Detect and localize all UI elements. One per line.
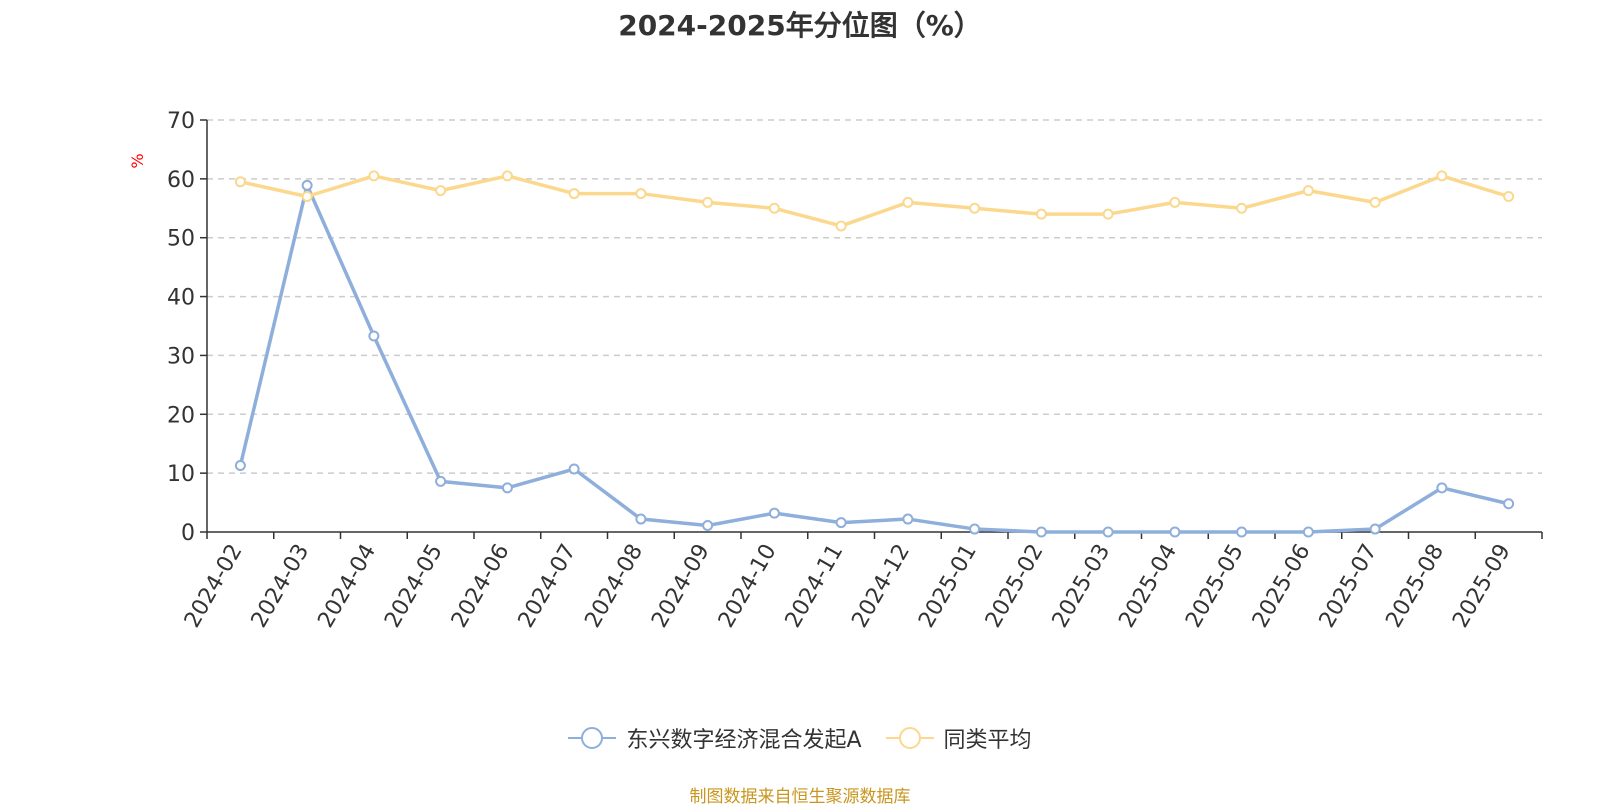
data-point-s0-6	[635, 513, 647, 525]
data-point-s0-14	[1169, 526, 1181, 538]
data-point-s1-4	[501, 170, 513, 182]
x-tick-label-2024-08: 2024-08	[580, 540, 648, 632]
data-point-s1-10	[902, 196, 914, 208]
data-point-s1-13	[1102, 208, 1114, 220]
data-point-s1-7	[702, 196, 714, 208]
data-point-s1-0	[234, 176, 246, 188]
data-point-s1-11	[969, 202, 981, 214]
chart-title: 2024-2025年分位图（%）	[618, 9, 982, 42]
data-point-s1-17	[1369, 196, 1381, 208]
y-tick-label-30: 30	[167, 344, 195, 369]
data-point-s0-11	[969, 523, 981, 535]
data-source-note: 制图数据来自恒生聚源数据库	[689, 787, 911, 807]
x-tick-label-2024-06: 2024-06	[447, 540, 515, 632]
data-point-s1-16	[1302, 185, 1314, 197]
x-tick-label-2024-03: 2024-03	[247, 540, 315, 632]
x-tick-label-2024-04: 2024-04	[313, 540, 381, 632]
y-tick-label-10: 10	[167, 462, 195, 487]
data-point-s0-2	[368, 330, 380, 342]
legend: 东兴数字经济混合发起A 同类平均	[0, 722, 1600, 754]
x-tick-label-2025-08: 2025-08	[1381, 540, 1449, 632]
x-tick-label-2025-02: 2025-02	[981, 540, 1049, 632]
data-point-s1-5	[568, 188, 580, 200]
data-point-s0-12	[1035, 526, 1047, 538]
data-point-s1-9	[835, 220, 847, 232]
legend-peer-marker-icon	[885, 726, 934, 750]
y-axis-label: %	[128, 153, 147, 168]
data-point-s1-3	[435, 185, 447, 197]
x-tick-label-2025-06: 2025-06	[1248, 540, 1316, 632]
x-tick-label-2024-11: 2024-11	[781, 540, 849, 632]
x-tick-label-2024-05: 2024-05	[380, 540, 448, 632]
data-point-s1-18	[1436, 170, 1448, 182]
data-point-s1-12	[1035, 208, 1047, 220]
legend-label-peer-average: 同类平均	[943, 728, 1032, 753]
y-tick-label-20: 20	[167, 403, 195, 428]
data-point-s1-8	[768, 202, 780, 214]
legend-item-fund[interactable]: 东兴数字经济混合发起A	[568, 722, 862, 754]
x-tick-label-2025-05: 2025-05	[1181, 540, 1249, 632]
x-tick-label-2025-03: 2025-03	[1048, 540, 1116, 632]
grid-lines	[207, 119, 1542, 474]
x-tick-label-2024-07: 2024-07	[514, 540, 582, 632]
data-point-s0-7	[702, 520, 714, 532]
data-point-s1-19	[1503, 191, 1515, 203]
y-tick-label-60: 60	[167, 168, 195, 193]
data-point-s0-15	[1236, 526, 1248, 538]
data-point-s0-1	[301, 179, 313, 191]
data-point-s0-4	[501, 482, 513, 494]
data-point-s0-8	[768, 507, 780, 519]
data-point-s0-19	[1503, 498, 1515, 510]
data-point-s1-14	[1169, 196, 1181, 208]
data-point-s0-17	[1369, 523, 1381, 535]
x-tick-label-2024-12: 2024-12	[847, 540, 915, 632]
y-tick-label-50: 50	[167, 227, 195, 252]
data-point-s1-2	[368, 170, 380, 182]
data-point-s0-9	[835, 517, 847, 529]
data-point-s0-3	[435, 475, 447, 487]
series	[234, 170, 1515, 538]
x-tick-label-2025-09: 2025-09	[1448, 540, 1516, 632]
y-tick-label-70: 70	[167, 109, 195, 134]
y-tick-label-40: 40	[167, 286, 195, 311]
data-point-s1-1	[301, 191, 313, 203]
legend-item-peer-average[interactable]: 同类平均	[885, 722, 1032, 754]
series-line-0	[238, 183, 1510, 534]
x-tick-label-2024-02: 2024-02	[180, 540, 248, 632]
x-tick-label-2024-10: 2024-10	[714, 540, 782, 632]
data-point-s0-13	[1102, 526, 1114, 538]
y-tick-label-0: 0	[181, 521, 195, 546]
data-point-s1-15	[1236, 202, 1248, 214]
series-line-1	[239, 174, 1510, 228]
data-point-s0-5	[568, 463, 580, 475]
legend-label-fund: 东兴数字经济混合发起A	[626, 728, 862, 753]
x-tick-label-2024-09: 2024-09	[647, 540, 715, 632]
data-point-s0-16	[1302, 526, 1314, 538]
x-tick-label-2025-01: 2025-01	[914, 540, 982, 632]
data-point-s1-6	[635, 188, 647, 200]
x-tick-label-2025-04: 2025-04	[1114, 540, 1182, 632]
data-point-s0-0	[234, 459, 246, 471]
legend-fund-marker-icon	[568, 726, 617, 750]
data-point-s0-18	[1436, 482, 1448, 494]
data-point-s0-10	[902, 513, 914, 525]
x-tick-label-2025-07: 2025-07	[1315, 540, 1383, 632]
